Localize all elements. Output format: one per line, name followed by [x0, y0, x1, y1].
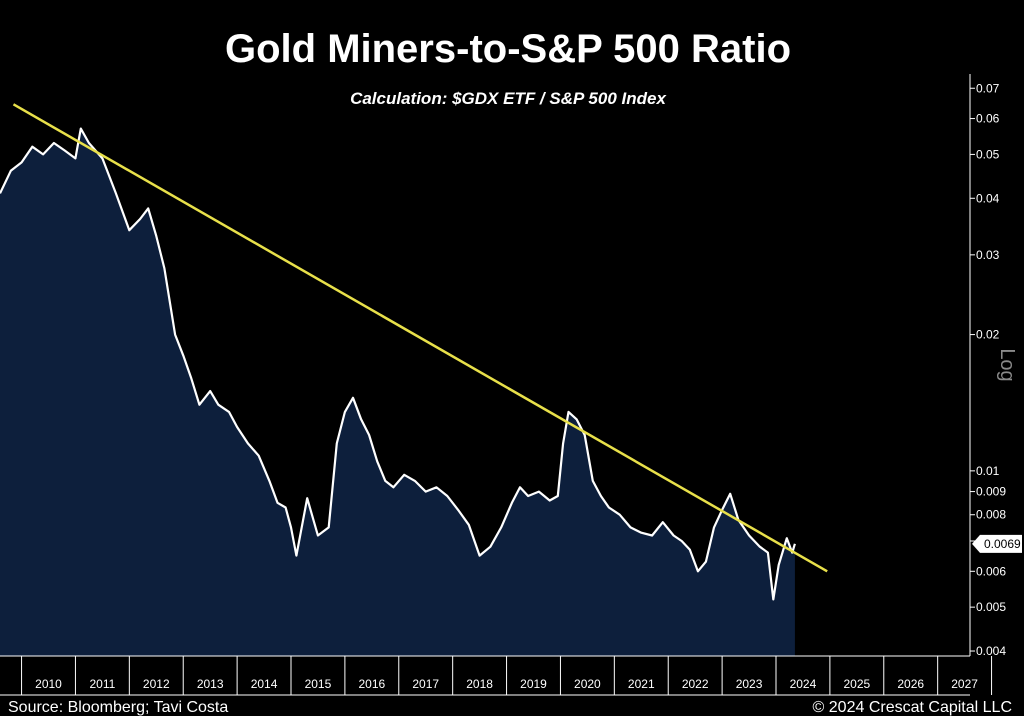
x-tick-label: 2027 [951, 677, 978, 691]
plot-area [0, 103, 828, 657]
x-tick-label: 2017 [412, 677, 439, 691]
y-tick-label: 0.04 [976, 191, 1000, 205]
x-tick-label: 2012 [143, 677, 170, 691]
y-tick-label: 0.07 [976, 81, 1000, 95]
source-note: Source: Bloomberg; Tavi Costa [8, 699, 228, 716]
y-tick-label: 0.006 [976, 564, 1006, 578]
x-tick-label: 2024 [790, 677, 817, 691]
y-tick-label: 0.03 [976, 248, 1000, 262]
y-tick-label: 0.008 [976, 508, 1006, 522]
last-value-label: 0.0069 [984, 537, 1021, 551]
x-tick-label: 2022 [682, 677, 709, 691]
y-tick-label: 0.05 [976, 147, 1000, 161]
x-axis: 2010 2011 2012 2013 2014 2015 2016 2017 2018 2019… [0, 655, 993, 696]
last-value-marker [972, 534, 1022, 553]
y-axis-label: Log [996, 348, 1018, 381]
copyright-note: © 2024 Crescat Capital LLC [813, 699, 1012, 716]
x-tick-label: 2026 [897, 677, 924, 691]
x-tick-label: 2014 [251, 677, 278, 691]
x-tick-label: 2015 [305, 677, 332, 691]
chart-subtitle: Calculation: $GDX ETF / S&P 500 Index [350, 89, 667, 108]
chart-title: Gold Miners-to-S&P 500 Ratio [225, 27, 791, 71]
y-axis: 0.004 0.005 0.006 0.008 0.009 0.01 0.02 0.03 0.0… [969, 74, 1022, 658]
x-tick-label: 2020 [574, 677, 601, 691]
x-tick-label: 2019 [520, 677, 547, 691]
y-tick-label: 0.01 [976, 464, 1000, 478]
trendline [12, 103, 828, 573]
x-tick-label: 2023 [736, 677, 763, 691]
x-tick-label: 2018 [466, 677, 493, 691]
x-tick-label: 2011 [89, 677, 115, 691]
x-tick-label: 2013 [197, 677, 224, 691]
y-tick-label: 0.02 [976, 328, 1000, 342]
x-tick-label: 2016 [358, 677, 385, 691]
x-tick-label: 2021 [628, 677, 655, 691]
y-tick-label: 0.004 [976, 644, 1006, 658]
y-tick-label: 0.009 [976, 485, 1006, 499]
series-line [0, 127, 796, 601]
x-tick-label: 2025 [843, 677, 870, 691]
x-tick-label: 2010 [35, 677, 62, 691]
y-tick-label: 0.06 [976, 112, 1000, 126]
series-area-fill [0, 128, 795, 657]
y-tick-label: 0.005 [976, 600, 1006, 614]
